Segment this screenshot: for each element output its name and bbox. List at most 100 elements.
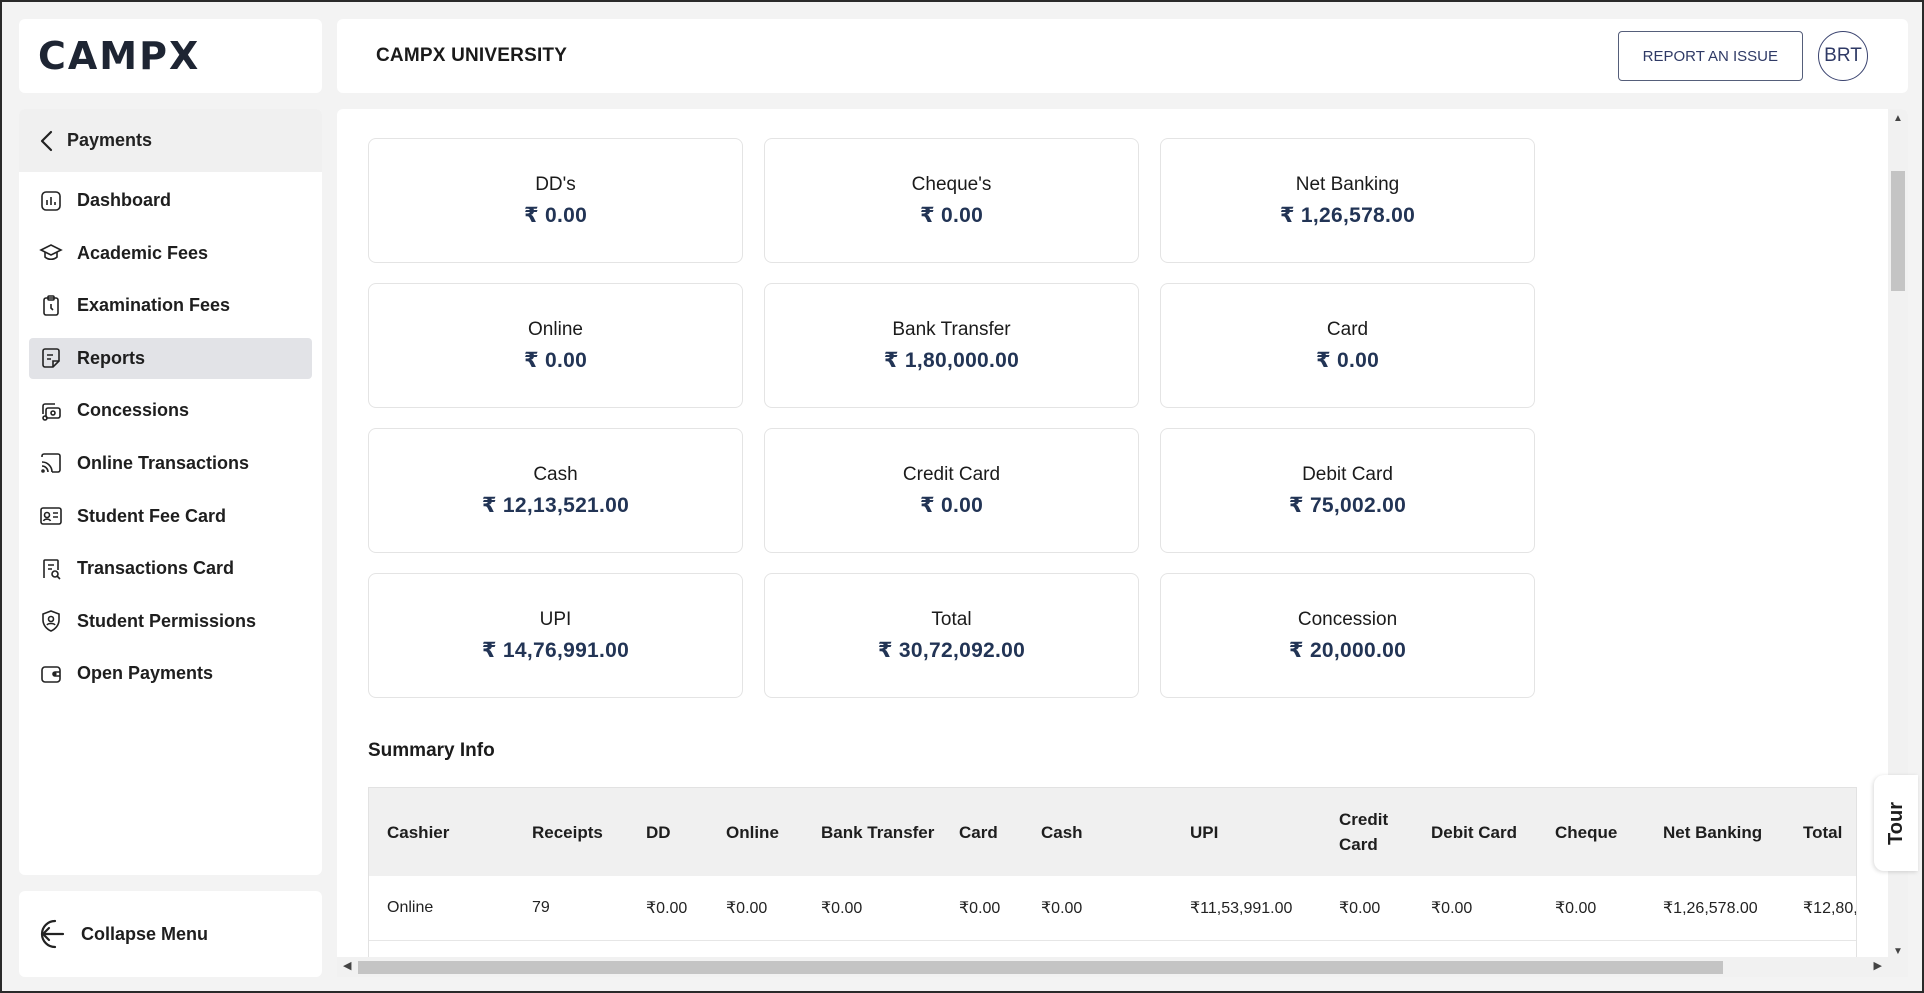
chevron-left-icon	[40, 130, 53, 151]
column-header[interactable]: Card	[959, 822, 998, 842]
payment-mode-cards: DD's ₹ 0.00 Cheque's ₹ 0.00 Net Banking ₹ 1,2…	[368, 138, 1535, 698]
scroll-down-arrow-icon[interactable]: ▼	[1893, 946, 1903, 957]
card-value: ₹ 1,80,000.00	[883, 348, 1020, 372]
sidebar-item-label: Open Payments	[77, 663, 214, 684]
sidebar-item-label: Academic Fees	[77, 242, 209, 263]
sidebar-item-student-fee-card[interactable]: Student Fee Card	[29, 496, 312, 537]
campx-logo[interactable]: CAMPX	[38, 34, 201, 78]
card-value: ₹ 75,002.00	[1288, 493, 1407, 517]
table-cell: ₹0.00	[821, 899, 863, 917]
card-label: Net Banking	[1295, 173, 1400, 195]
card-label: Credit Card	[902, 463, 1001, 485]
card-label: Bank Transfer	[892, 318, 1011, 340]
wallet-icon	[41, 666, 61, 683]
card-label: Cash	[533, 463, 578, 485]
scroll-right-arrow-icon[interactable]: ▶	[1873, 960, 1882, 972]
column-header[interactable]: Credit Card	[1339, 810, 1389, 854]
table-cell: ₹0.00	[1555, 899, 1597, 917]
column-header[interactable]: Cash	[1041, 822, 1083, 842]
logo-container: CAMPX	[19, 19, 322, 93]
sidebar-item-label: Transactions Card	[77, 558, 235, 579]
payment-card: Bank Transfer ₹ 1,80,000.00	[764, 283, 1139, 408]
user-avatar[interactable]: BRT	[1818, 31, 1868, 81]
column-header[interactable]: DD	[646, 822, 671, 842]
table-row[interactable]: Online 79 ₹0.00 ₹0.00 ₹0.00 ₹0.00 ₹0.00 ₹11,53,…	[369, 876, 1857, 940]
sidebar-item-label: Concessions	[77, 400, 190, 421]
sidebar-item-student-permissions[interactable]: Student Permissions	[29, 601, 312, 642]
sidebar-item-transactions-card[interactable]: Transactions Card	[29, 548, 312, 589]
sidebar-item-reports[interactable]: Reports	[29, 337, 312, 379]
vertical-scrollbar[interactable]: ▲ ▼	[1888, 109, 1908, 961]
card-value: ₹ 0.00	[523, 203, 588, 227]
sidebar-item-academic-fees[interactable]: Academic Fees	[29, 233, 312, 274]
horizontal-scroll-thumb[interactable]	[358, 961, 1723, 974]
payment-card: UPI ₹ 14,76,991.00	[368, 573, 743, 698]
sidebar: Payments Dashboard Academic Fees Examina…	[19, 109, 322, 875]
card-label: Total	[931, 608, 972, 630]
column-header[interactable]: Cashier	[387, 822, 450, 842]
payment-card: Concession ₹ 20,000.00	[1160, 573, 1535, 698]
card-value: ₹ 1,26,578.00	[1279, 203, 1416, 227]
card-label: Concession	[1297, 608, 1398, 630]
card-label: Cheque's	[911, 173, 992, 195]
receipt-icon	[43, 558, 61, 580]
sidebar-item-open-payments[interactable]: Open Payments	[29, 653, 312, 694]
sidebar-item-examination-fees[interactable]: Examination Fees	[29, 285, 312, 326]
collapse-menu-label: Collapse Menu	[81, 923, 209, 944]
card-value: ₹ 0.00	[523, 348, 588, 372]
header-actions: REPORT AN ISSUE BRT	[1617, 31, 1868, 81]
card-value: ₹ 0.00	[1315, 348, 1380, 372]
column-header[interactable]: Cheque	[1555, 822, 1618, 842]
column-header[interactable]: Online	[726, 822, 779, 842]
collapse-menu-button[interactable]: Collapse Menu	[19, 891, 322, 977]
column-header[interactable]: Net Banking	[1663, 822, 1763, 842]
card-label: Online	[528, 318, 583, 340]
scroll-left-arrow-icon[interactable]: ◀	[343, 960, 352, 972]
card-value: ₹ 12,13,521.00	[481, 493, 630, 517]
sidebar-item-dashboard[interactable]: Dashboard	[29, 180, 312, 221]
sidebar-item-online-transactions[interactable]: Online Transactions	[29, 443, 312, 484]
sidebar-item-label: Reports	[77, 347, 146, 368]
column-header[interactable]: Total	[1803, 822, 1843, 842]
report-issue-button[interactable]: REPORT AN ISSUE	[1617, 31, 1803, 81]
report-icon	[42, 348, 60, 369]
top-header: CAMPX UNIVERSITY REPORT AN ISSUE BRT	[337, 19, 1908, 93]
payment-card: Total ₹ 30,72,092.00	[764, 573, 1139, 698]
id-card-icon	[40, 507, 62, 525]
card-label: UPI	[539, 608, 572, 630]
summary-table-container: Cashier Receipts DD Online Bank Transfer Card…	[368, 787, 1857, 967]
card-value: ₹ 14,76,991.00	[481, 638, 630, 662]
column-header[interactable]: Bank Transfer	[821, 822, 935, 842]
collapse-arrow-icon	[40, 919, 65, 949]
card-label: Debit Card	[1302, 463, 1393, 485]
tour-button[interactable]: Tour	[1874, 775, 1918, 871]
horizontal-scrollbar[interactable]: ◀ ▶	[337, 957, 1908, 977]
column-header[interactable]: Receipts	[532, 822, 603, 842]
column-header[interactable]: Debit Card	[1431, 822, 1517, 842]
table-cell: ₹0.00	[1431, 899, 1473, 917]
table-cell: ₹1,26,578.00	[1663, 899, 1758, 917]
summary-info-title: Summary Info	[368, 740, 495, 761]
table-cell: ₹0.00	[959, 899, 1001, 917]
table-header-row: Cashier Receipts DD Online Bank Transfer Card…	[369, 788, 1856, 876]
sidebar-item-label: Online Transactions	[77, 452, 250, 473]
payment-card: Debit Card ₹ 75,002.00	[1160, 428, 1535, 553]
card-label: Card	[1326, 318, 1369, 340]
vertical-scroll-thumb[interactable]	[1891, 171, 1905, 291]
card-value: ₹ 0.00	[919, 493, 984, 517]
sidebar-item-label: Dashboard	[77, 190, 172, 210]
concession-icon	[42, 403, 61, 421]
sidebar-item-concessions[interactable]: Concessions	[29, 390, 312, 431]
main-content: DD's ₹ 0.00 Cheque's ₹ 0.00 Net Banking ₹ 1,2…	[337, 109, 1908, 977]
payment-card: Credit Card ₹ 0.00	[764, 428, 1139, 553]
payment-card: DD's ₹ 0.00	[368, 138, 743, 263]
card-value: ₹ 20,000.00	[1288, 638, 1407, 662]
clipboard-icon	[43, 294, 59, 316]
payment-card: Cheque's ₹ 0.00	[764, 138, 1139, 263]
sidebar-back-payments[interactable]: Payments	[19, 109, 322, 172]
table-cell: ₹12,80,	[1803, 899, 1857, 917]
card-value: ₹ 30,72,092.00	[877, 638, 1026, 662]
payment-card: Cash ₹ 12,13,521.00	[368, 428, 743, 553]
scroll-up-arrow-icon[interactable]: ▲	[1893, 113, 1903, 124]
column-header[interactable]: UPI	[1190, 822, 1219, 842]
